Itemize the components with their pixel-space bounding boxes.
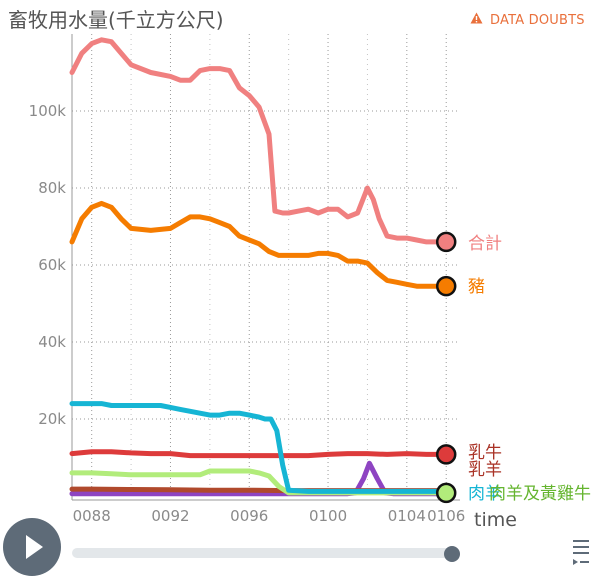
hamburger-icon[interactable] xyxy=(570,538,592,572)
series-line-1 xyxy=(69,200,449,289)
x-tick-label: 0104 xyxy=(388,507,426,525)
series-end-label: 合計 xyxy=(468,234,502,254)
series-end-marker xyxy=(435,231,457,253)
play-button[interactable] xyxy=(3,518,61,576)
data-doubts-button[interactable]: DATA DOUBTS xyxy=(470,12,585,28)
series-end-label: 肉羊及黃雞牛 xyxy=(489,484,591,504)
y-tick-label: 20k xyxy=(38,410,66,428)
warning-icon xyxy=(470,12,483,28)
series-line-0 xyxy=(69,37,449,245)
series-end-label: 乳羊 xyxy=(468,460,502,480)
series-line-2 xyxy=(69,401,449,494)
data-doubts-label: DATA DOUBTS xyxy=(490,13,585,28)
y-tick-label: 100k xyxy=(29,102,67,120)
time-slider-track[interactable] xyxy=(72,548,452,558)
x-tick-label: 0092 xyxy=(151,507,189,525)
series-end-marker xyxy=(435,482,457,504)
series-line-3 xyxy=(69,449,449,459)
series-end-label: 豬 xyxy=(468,277,485,297)
x-tick-label: 0106 xyxy=(427,507,465,525)
x-tick-label: 0096 xyxy=(230,507,268,525)
x-tick-label: 0088 xyxy=(73,507,111,525)
series-end-marker xyxy=(435,275,457,297)
page-title: 畜牧用水量(千立方公尺) xyxy=(8,8,224,32)
y-tick-label: 80k xyxy=(38,179,66,197)
x-axis-label: time xyxy=(474,509,517,531)
time-slider-handle[interactable] xyxy=(444,546,460,562)
series-end-label: 乳牛 xyxy=(468,443,502,463)
x-tick-label: 0100 xyxy=(309,507,347,525)
series-end-marker xyxy=(435,444,457,465)
y-tick-label: 60k xyxy=(38,256,66,274)
play-icon xyxy=(26,535,43,559)
series-end-label: 肉羊 xyxy=(468,484,502,504)
y-tick-label: 40k xyxy=(38,333,66,351)
